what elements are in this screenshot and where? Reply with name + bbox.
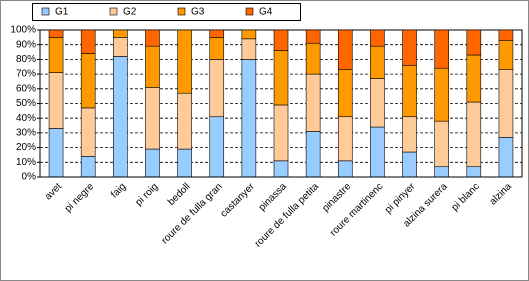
- bar-segment: [434, 67, 449, 122]
- bar-segment: [177, 148, 192, 178]
- bar-segment: [48, 128, 64, 178]
- y-tick-label: 0%: [22, 172, 37, 183]
- y-tick-label: 10%: [16, 157, 36, 168]
- bar-segment: [80, 107, 96, 157]
- bar-segment: [113, 56, 128, 178]
- bar-segment: [209, 116, 225, 178]
- bar-segment: [466, 101, 482, 168]
- bar-segment: [370, 126, 385, 178]
- bar-segment: [209, 37, 225, 60]
- bar-segment: [113, 29, 128, 38]
- bar-segment: [305, 29, 321, 44]
- bar-segment: [273, 160, 289, 178]
- bar-segment: [80, 156, 96, 178]
- bar-segment: [498, 39, 514, 70]
- bar-segment: [145, 29, 160, 47]
- y-tick-label: 60%: [16, 83, 36, 94]
- bar-segment: [305, 131, 321, 178]
- legend-swatch: [245, 7, 254, 16]
- bar-segment: [48, 72, 64, 129]
- legend-label: G4: [259, 7, 273, 18]
- bar-segment: [434, 29, 449, 69]
- bar-segment: [498, 29, 514, 41]
- bar-segment: [48, 29, 64, 38]
- bar-segment: [305, 42, 321, 75]
- bar-segment: [466, 29, 482, 56]
- bar-segment: [434, 120, 449, 168]
- legend-label: G3: [191, 7, 205, 18]
- y-tick-label: 40%: [16, 113, 36, 124]
- legend-swatch: [109, 7, 118, 16]
- bar-segment: [434, 166, 449, 178]
- y-tick-label: 100%: [10, 25, 36, 36]
- bar-segment: [466, 166, 482, 178]
- y-tick-label: 50%: [16, 98, 36, 109]
- bar-segment: [80, 29, 96, 54]
- bar-segment: [48, 37, 64, 73]
- legend-swatch: [41, 7, 50, 16]
- bar-segment: [113, 37, 128, 57]
- legend-label: G1: [55, 7, 69, 18]
- bar-segment: [145, 45, 160, 88]
- bar-segment: [177, 92, 192, 150]
- legend-swatch: [177, 7, 186, 16]
- y-tick-label: 20%: [16, 142, 36, 153]
- bar-segment: [337, 69, 353, 118]
- bar-segment: [241, 29, 257, 40]
- bar-segment: [273, 29, 289, 51]
- bar-segment: [337, 29, 353, 70]
- bar-segment: [209, 29, 225, 38]
- bar-segment: [241, 59, 257, 178]
- bar-segment: [466, 54, 482, 103]
- bar-segment: [273, 104, 289, 162]
- bar-segment: [80, 53, 96, 109]
- bar-segment: [370, 78, 385, 128]
- bar-segment: [305, 73, 321, 132]
- bar-segment: [370, 45, 385, 79]
- bar-segment: [145, 148, 160, 178]
- bar-segment: [241, 38, 257, 60]
- bar-segment: [337, 160, 353, 178]
- bar-segment: [209, 59, 225, 118]
- bar-segment: [337, 116, 353, 162]
- bar-segment: [402, 29, 417, 66]
- legend-box: [32, 3, 301, 21]
- bar-segment: [402, 151, 417, 178]
- bar-segment: [498, 137, 514, 178]
- bar-segment: [402, 116, 417, 153]
- y-tick-label: 80%: [16, 54, 36, 65]
- bar-segment: [370, 29, 385, 47]
- y-tick-label: 30%: [16, 128, 36, 139]
- y-tick-label: 70%: [16, 69, 36, 80]
- bar-segment: [273, 50, 289, 106]
- bar-segment: [498, 69, 514, 138]
- legend-label: G2: [123, 7, 137, 18]
- bar-segment: [177, 29, 192, 94]
- bar-segment: [145, 87, 160, 150]
- bar-segment: [402, 64, 417, 118]
- y-tick-label: 90%: [16, 39, 36, 50]
